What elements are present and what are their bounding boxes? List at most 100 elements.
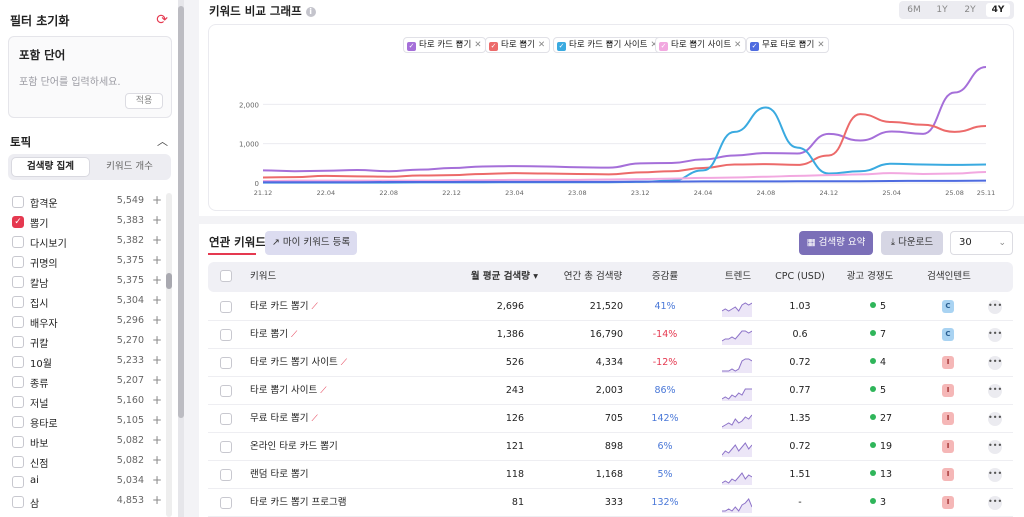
topic-item[interactable]: ✓ 뽑기 5,383 + xyxy=(0,213,178,233)
keyword-cell[interactable]: 타로 카드 뽑기 프로그램 xyxy=(250,489,346,516)
keyword-cell[interactable]: 무료 타로 뽑기 ⟋ xyxy=(250,405,318,433)
plus-icon[interactable]: + xyxy=(151,393,162,407)
plus-icon[interactable]: + xyxy=(151,213,162,227)
seg-keyword-count[interactable]: 키워드 개수 xyxy=(106,161,153,172)
more-options-icon[interactable]: ••• xyxy=(988,356,1002,370)
table-row[interactable]: 온라인 타로 카드 뽑기 121 898 6% 0.72 19 I ••• xyxy=(208,433,1013,461)
include-words-input[interactable]: 포함 단어를 입력하세요. xyxy=(19,77,121,88)
row-checkbox[interactable] xyxy=(220,469,232,481)
range-option[interactable]: 2Y xyxy=(964,5,976,15)
range-option[interactable]: 4Y xyxy=(986,3,1010,17)
topic-item[interactable]: 삼 4,853 + xyxy=(0,493,178,513)
plus-icon[interactable]: + xyxy=(151,293,162,307)
table-row[interactable]: 무료 타로 뽑기 ⟋ 126 705 142% 1.35 27 I ••• xyxy=(208,405,1013,433)
plus-icon[interactable]: + xyxy=(151,333,162,347)
more-options-icon[interactable]: ••• xyxy=(988,440,1002,454)
topic-checkbox[interactable] xyxy=(12,476,24,488)
topic-item[interactable]: 신점 5,082 + xyxy=(0,453,178,473)
row-checkbox[interactable] xyxy=(220,301,232,313)
plus-icon[interactable]: + xyxy=(151,193,162,207)
more-options-icon[interactable]: ••• xyxy=(988,300,1002,314)
seg-search-volume[interactable]: 검색량 집계 xyxy=(11,157,90,177)
topic-item[interactable]: 배우자 5,296 + xyxy=(0,313,178,333)
trend-chart-icon[interactable]: ⟋ xyxy=(340,358,348,368)
page-size-select[interactable]: 30 ⌄ xyxy=(950,231,1013,255)
topic-list-scroll-thumb[interactable] xyxy=(166,273,172,289)
close-icon[interactable]: ✕ xyxy=(817,40,825,50)
row-checkbox[interactable] xyxy=(220,497,232,509)
plus-icon[interactable]: + xyxy=(151,453,162,467)
keyword-cell[interactable]: 랜덤 타로 뽑기 xyxy=(250,461,308,488)
left-panel-scrollbar[interactable] xyxy=(178,0,184,517)
keyword-cell[interactable]: 타로 뽑기 사이트 ⟋ xyxy=(250,377,327,405)
topic-checkbox[interactable] xyxy=(12,456,24,468)
keyword-cell[interactable]: 온라인 타로 카드 뽑기 xyxy=(250,433,338,460)
my-keyword-button[interactable]: ↗ 마이 키워드 등록 xyxy=(265,231,357,255)
topic-item[interactable]: ai 5,034 + xyxy=(0,473,178,493)
topic-checkbox[interactable] xyxy=(12,376,24,388)
range-option[interactable]: 6M xyxy=(907,5,921,15)
plus-icon[interactable]: + xyxy=(151,353,162,367)
tab-related-keywords[interactable]: 연관 키워드 xyxy=(209,235,266,249)
legend-chip[interactable]: ✓ 무료 타로 뽑기 ✕ xyxy=(746,37,830,53)
plus-icon[interactable]: + xyxy=(151,313,162,327)
plus-icon[interactable]: + xyxy=(151,233,162,247)
topic-checkbox[interactable] xyxy=(12,236,24,248)
topic-checkbox[interactable] xyxy=(12,416,24,428)
info-icon[interactable]: i xyxy=(305,7,316,17)
topic-list-scrollbar[interactable] xyxy=(166,193,172,517)
legend-chip[interactable]: ✓ 타로 카드 뽑기 ✕ xyxy=(403,37,487,53)
topic-checkbox[interactable] xyxy=(12,436,24,448)
more-options-icon[interactable]: ••• xyxy=(988,328,1002,342)
table-row[interactable]: 타로 뽑기 사이트 ⟋ 243 2,003 86% 0.77 5 I ••• xyxy=(208,377,1013,405)
column-header[interactable]: 월 평균 검색량 ▾ xyxy=(470,271,538,282)
download-button[interactable]: ⤓ 다운로드 xyxy=(881,231,943,255)
topic-item[interactable]: 귀칼 5,270 + xyxy=(0,333,178,353)
topic-header[interactable]: 토픽 ︿ xyxy=(10,134,168,150)
more-options-icon[interactable]: ••• xyxy=(988,412,1002,426)
table-row[interactable]: 타로 카드 뽑기 사이트 ⟋ 526 4,334 -12% 0.72 4 I ••• xyxy=(208,349,1013,377)
trend-chart-icon[interactable]: ⟋ xyxy=(290,330,298,340)
refresh-icon[interactable]: ⟳ xyxy=(156,12,168,28)
topic-item[interactable]: 칼남 5,375 + xyxy=(0,273,178,293)
row-checkbox[interactable] xyxy=(220,441,232,453)
row-checkbox[interactable] xyxy=(220,357,232,369)
topic-item[interactable]: 다시보기 5,382 + xyxy=(0,233,178,253)
row-checkbox[interactable] xyxy=(220,329,232,341)
legend-chip[interactable]: ✓ 타로 뽑기 사이트 ✕ xyxy=(655,37,747,53)
plus-icon[interactable]: + xyxy=(151,433,162,447)
table-row[interactable]: 랜덤 타로 뽑기 118 1,168 5% 1.51 13 I ••• xyxy=(208,461,1013,489)
trend-chart-icon[interactable]: ⟋ xyxy=(320,386,327,396)
close-icon[interactable]: ✕ xyxy=(537,40,546,50)
row-checkbox[interactable] xyxy=(220,413,232,425)
plus-icon[interactable]: + xyxy=(151,273,162,287)
plus-icon[interactable]: + xyxy=(151,253,162,267)
search-summary-button[interactable]: ▦ 검색량 요약 xyxy=(799,231,873,255)
close-icon[interactable]: ✕ xyxy=(734,40,742,50)
keyword-cell[interactable]: 타로 카드 뽑기 ⟋ xyxy=(250,293,318,321)
topic-item[interactable]: 종류 5,207 + xyxy=(0,373,178,393)
apply-button[interactable]: 적용 xyxy=(125,93,163,109)
more-options-icon[interactable]: ••• xyxy=(988,384,1002,398)
plus-icon[interactable]: + xyxy=(151,493,162,507)
more-options-icon[interactable]: ••• xyxy=(988,468,1002,482)
range-option[interactable]: 1Y xyxy=(936,5,948,15)
plus-icon[interactable]: + xyxy=(151,373,162,387)
legend-chip[interactable]: ✓ 타로 뽑기 ✕ xyxy=(485,37,551,53)
topic-checkbox[interactable] xyxy=(12,496,24,508)
plus-icon[interactable]: + xyxy=(151,413,162,427)
keyword-cell[interactable]: 타로 뽑기 ⟋ xyxy=(250,321,297,349)
topic-checkbox[interactable] xyxy=(12,196,24,208)
topic-checkbox[interactable] xyxy=(12,296,24,308)
table-row[interactable]: 타로 카드 뽑기 ⟋ 2,696 21,520 41% 1.03 5 C ••• xyxy=(208,293,1013,321)
row-checkbox[interactable] xyxy=(220,385,232,397)
topic-item[interactable]: 저널 5,160 + xyxy=(0,393,178,413)
topic-item[interactable]: 합격운 5,549 + xyxy=(0,193,178,213)
trend-chart-icon[interactable]: ⟋ xyxy=(311,302,318,312)
left-panel-scroll-thumb[interactable] xyxy=(178,6,184,418)
topic-item[interactable]: 10월 5,233 + xyxy=(0,353,178,373)
keyword-cell[interactable]: 타로 카드 뽑기 사이트 ⟋ xyxy=(250,349,347,377)
topic-checkbox[interactable] xyxy=(12,396,24,408)
topic-item[interactable]: 용타로 5,105 + xyxy=(0,413,178,433)
topic-checkbox[interactable]: ✓ xyxy=(12,216,24,228)
